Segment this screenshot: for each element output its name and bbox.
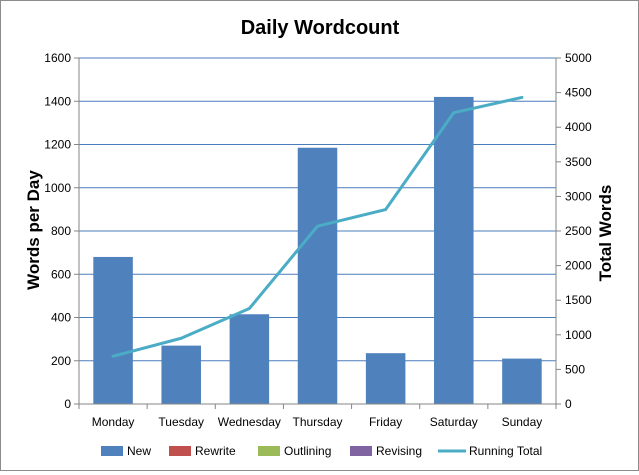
legend: New Rewrite Outlining Revising Running Total (101, 444, 542, 458)
legend-item-outlining: Outlining (258, 444, 331, 458)
y2-tick-label: 5000 (565, 51, 592, 65)
bar-new (502, 358, 542, 404)
legend-item-new: New (101, 444, 151, 458)
y2-tick-label: 4000 (565, 120, 592, 134)
bar-new (93, 256, 133, 404)
legend-item-rewrite: Rewrite (169, 444, 236, 458)
y-tick-label: 0 (64, 397, 71, 411)
y-tick-label: 1600 (44, 51, 71, 65)
x-tick-label: Saturday (430, 415, 478, 429)
legend-label: Rewrite (195, 444, 236, 458)
y2-tick-label: 2000 (565, 259, 592, 273)
legend-item-running-total: Running Total (438, 444, 542, 458)
legend-label: Revising (376, 444, 422, 458)
y-tick-label: 200 (51, 354, 71, 368)
y2-tick-label: 500 (565, 362, 585, 376)
line-running-total (111, 95, 524, 358)
y2-tick-label: 0 (565, 397, 572, 411)
y2-tick-label: 3000 (565, 189, 592, 203)
y2-axis-label: Total Words (596, 185, 615, 282)
bar-new (434, 96, 474, 405)
x-tick-label: Friday (369, 415, 402, 429)
y2-tick-label: 3500 (565, 155, 592, 169)
y-axis-label: Words per Day (24, 170, 43, 290)
chart-title: Daily Wordcount (241, 17, 400, 39)
y2-tick-label: 4500 (565, 86, 592, 100)
legend-label: New (127, 444, 151, 458)
legend-swatch (258, 446, 280, 456)
y-tick-labels: 0 200 400 600 800 1000 1200 1400 1600 (44, 51, 71, 411)
bar-new (161, 345, 201, 404)
legend-label: Running Total (469, 444, 542, 458)
x-tick-label: Wednesday (218, 415, 281, 429)
y2-tick-label: 1500 (565, 293, 592, 307)
legend-label: Outlining (284, 444, 331, 458)
legend-swatch (350, 446, 372, 456)
bars (93, 96, 542, 405)
y-tick-label: 600 (51, 267, 71, 281)
bar-new (365, 353, 406, 404)
x-tick-label: Thursday (292, 415, 342, 429)
y-tick-label: 800 (51, 224, 71, 238)
y-tick-label: 1000 (44, 181, 71, 195)
x-tick-label: Monday (92, 415, 135, 429)
y2-tick-label: 2500 (565, 224, 592, 238)
x-tick-label: Sunday (502, 415, 543, 429)
line-series (111, 95, 524, 358)
bar-new (297, 147, 338, 404)
axes (74, 57, 561, 409)
bar-new (229, 314, 270, 404)
y-tick-label: 400 (51, 311, 71, 325)
y-tick-label: 1400 (44, 94, 71, 108)
legend-item-revising: Revising (350, 444, 422, 458)
legend-swatch (101, 446, 123, 456)
y2-tick-label: 1000 (565, 328, 592, 342)
y2-tick-labels: 0 500 1000 1500 2000 2500 3000 3500 4000 4500 5000 (565, 51, 592, 411)
x-tick-labels: Monday Tuesday Wednesday Thursday Friday Satu… (92, 415, 543, 429)
y-tick-label: 1200 (44, 138, 71, 152)
x-tick-label: Tuesday (158, 415, 204, 429)
legend-swatch (169, 446, 191, 456)
